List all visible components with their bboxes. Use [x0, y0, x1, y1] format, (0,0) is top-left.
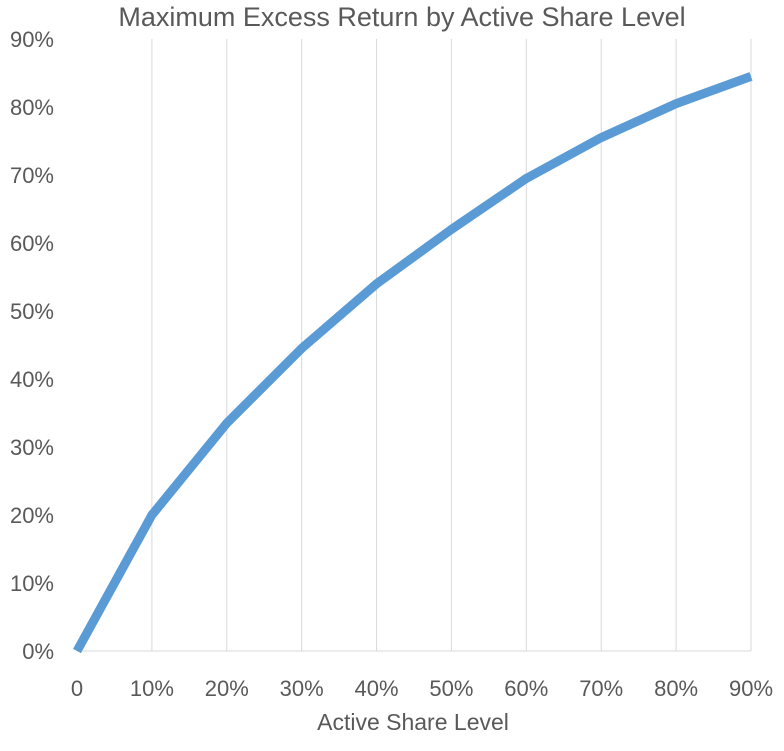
- x-tick-label: 30%: [280, 676, 324, 701]
- x-tick-label: 20%: [205, 676, 249, 701]
- y-tick-label: 30%: [10, 435, 54, 460]
- y-tick-label: 70%: [10, 163, 54, 188]
- y-tick-label: 10%: [10, 571, 54, 596]
- x-tick-label: 40%: [355, 676, 399, 701]
- y-tick-label: 0%: [22, 639, 54, 664]
- x-tick-label: 0: [71, 676, 83, 701]
- x-tick-label: 70%: [579, 676, 623, 701]
- y-tick-label: 90%: [10, 27, 54, 52]
- y-tick-label: 80%: [10, 95, 54, 120]
- x-tick-label: 90%: [729, 676, 773, 701]
- chart-title: Maximum Excess Return by Active Share Le…: [118, 2, 686, 32]
- series-line: [73, 72, 753, 654]
- x-tick-label: 80%: [654, 676, 698, 701]
- x-tick-label: 10%: [130, 676, 174, 701]
- y-tick-label: 40%: [10, 367, 54, 392]
- x-tick-label: 60%: [504, 676, 548, 701]
- y-tick-label: 20%: [10, 503, 54, 528]
- x-tick-label: 50%: [429, 676, 473, 701]
- x-axis-title: Active Share Level: [317, 709, 509, 735]
- y-tick-label: 50%: [10, 299, 54, 324]
- y-tick-label: 60%: [10, 231, 54, 256]
